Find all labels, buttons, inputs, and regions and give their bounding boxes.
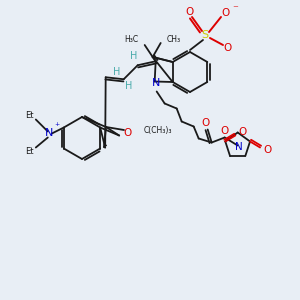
Text: O: O [220,125,229,136]
Text: O: O [123,128,131,139]
Text: C(CH₃)₃: C(CH₃)₃ [144,125,172,134]
Text: N: N [235,142,243,152]
Text: Et: Et [26,147,34,156]
Text: N: N [45,128,53,137]
Text: ⁻: ⁻ [232,4,238,14]
Text: CH₃: CH₃ [167,35,181,44]
Text: O: O [202,118,210,128]
Text: Et: Et [26,111,34,120]
Text: H: H [113,67,120,77]
Text: H₃C: H₃C [124,35,139,44]
Text: H: H [130,51,137,61]
Text: S: S [201,30,208,40]
Text: O: O [238,128,246,137]
Text: N: N [152,77,160,88]
Text: O: O [221,8,229,18]
Text: O: O [224,43,232,53]
Text: O: O [185,7,193,17]
Text: O: O [263,146,271,155]
Text: H: H [125,81,132,91]
Text: ⁺: ⁺ [54,122,59,131]
